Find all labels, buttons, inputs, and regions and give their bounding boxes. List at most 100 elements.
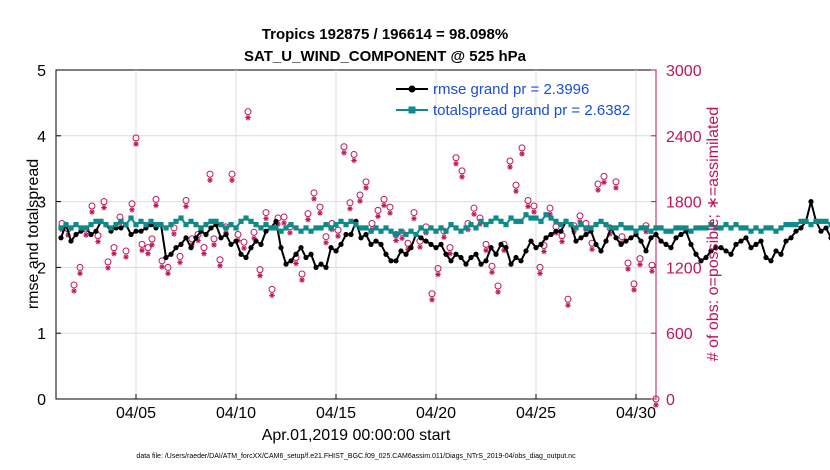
obs-assimilated-marker (195, 237, 201, 244)
obs-assimilated-marker (649, 268, 655, 275)
totalspread-marker (108, 225, 114, 231)
totalspread-marker (543, 212, 549, 218)
rmse-marker (793, 228, 799, 234)
grid-lines (56, 70, 656, 399)
obs-assimilated-marker (139, 247, 145, 254)
totalspread-marker (538, 218, 544, 224)
totalspread-marker (63, 222, 69, 228)
totalspread-marker (333, 222, 339, 228)
rmse-marker (183, 235, 189, 241)
rmse-marker (223, 231, 229, 238)
totalspread-marker (668, 228, 674, 234)
rmse-marker (493, 251, 499, 257)
obs-possible-marker (362, 178, 370, 186)
rmse-marker (323, 264, 329, 270)
totalspread-marker (203, 222, 209, 228)
totalspread-marker (748, 228, 754, 234)
rmse-marker (188, 245, 194, 251)
rmse-marker (73, 231, 79, 238)
obs-assimilated-marker (171, 231, 177, 237)
rmse-marker (658, 238, 664, 244)
obs-assimilated-marker (607, 231, 613, 237)
totalspread-marker (213, 218, 219, 224)
rmse-marker (193, 235, 199, 241)
totalspread-marker (603, 222, 609, 228)
obs-assimilated-marker (149, 242, 155, 248)
rmse-marker (173, 245, 179, 251)
totalspread-marker (448, 222, 454, 228)
obs-assimilated-marker (643, 228, 649, 235)
obs-possible-marker (122, 247, 130, 255)
totalspread-marker (678, 225, 684, 231)
rmse-marker (528, 238, 534, 244)
rmse-marker (808, 199, 814, 205)
rmse-marker (278, 245, 284, 251)
obs-possible-marker (100, 198, 108, 206)
rmse-marker (638, 238, 644, 244)
totalspread-marker (418, 225, 424, 231)
rmse-marker (383, 251, 389, 257)
totalspread-marker (513, 218, 519, 224)
obs-assimilated-marker (363, 185, 369, 191)
obs-assimilated-marker (269, 292, 275, 299)
totalspread-marker (323, 222, 329, 228)
totalspread-marker (178, 215, 184, 221)
totalspread-marker (188, 218, 194, 224)
rmse-marker (668, 245, 674, 251)
x-tick-label: 04/30 (616, 405, 656, 422)
totalspread-marker (298, 228, 304, 234)
obs-assimilated-marker (65, 232, 71, 238)
obs-possible-marker (250, 228, 258, 236)
rmse-marker (768, 258, 774, 264)
obs-possible-marker (152, 195, 160, 203)
rmse-marker (583, 231, 589, 238)
obs-possible-marker (88, 202, 96, 210)
rmse-marker (293, 251, 299, 257)
totalspread-marker (143, 222, 149, 228)
obs-possible-marker (268, 285, 276, 293)
y-tick-label-right: 0 (666, 392, 675, 409)
rmse-marker (503, 245, 509, 251)
totalspread-marker (373, 225, 379, 231)
obs-possible-marker (262, 209, 270, 217)
totalspread-marker (503, 222, 509, 228)
totalspread-marker (808, 222, 814, 228)
rmse-marker (783, 238, 789, 244)
y-tick-label-right: 1800 (666, 195, 702, 212)
rmse-marker (133, 228, 139, 234)
rmse-marker (688, 241, 694, 247)
rmse-marker (438, 241, 444, 247)
rmse-marker (333, 248, 339, 254)
rmse-marker (58, 235, 64, 241)
totalspread-marker (308, 228, 314, 234)
rmse-marker (68, 238, 74, 244)
totalspread-marker (158, 222, 164, 228)
totalspread-marker (663, 228, 669, 234)
obs-possible-marker (594, 180, 602, 188)
totalspread-marker (753, 225, 759, 231)
axis-ticks: 0 1 2 3 4 5 0 600 1200 1800 2400 3000 04/05 04/10 04/1… (37, 63, 702, 422)
totalspread-marker (248, 218, 254, 224)
chart-title: Tropics 192875 / 196614 = 98.098% SAT_U_… (244, 26, 527, 65)
totalspread-marker (78, 225, 84, 231)
obs-possible-marker (316, 203, 324, 211)
totalspread-marker (208, 218, 214, 224)
rmse-marker (418, 235, 424, 241)
rmse-marker (128, 231, 134, 238)
obs-possible-marker (374, 206, 382, 214)
rmse-marker (753, 241, 759, 247)
obs-possible-marker (244, 108, 252, 116)
obs-possible-marker (182, 197, 190, 205)
obs-possible-marker (76, 263, 84, 271)
totalspread-marker (733, 222, 739, 228)
totalspread-marker (368, 228, 374, 234)
totalspread-marker (778, 225, 784, 231)
rmse-marker (448, 258, 454, 264)
totalspread-marker (233, 225, 239, 231)
totalspread-marker (818, 218, 824, 224)
obs-possible-marker (524, 197, 532, 205)
totalspread-marker (73, 222, 79, 228)
rmse-marker (648, 235, 654, 241)
obs-assimilated-marker (323, 239, 329, 246)
obs-possible-marker (452, 154, 460, 162)
